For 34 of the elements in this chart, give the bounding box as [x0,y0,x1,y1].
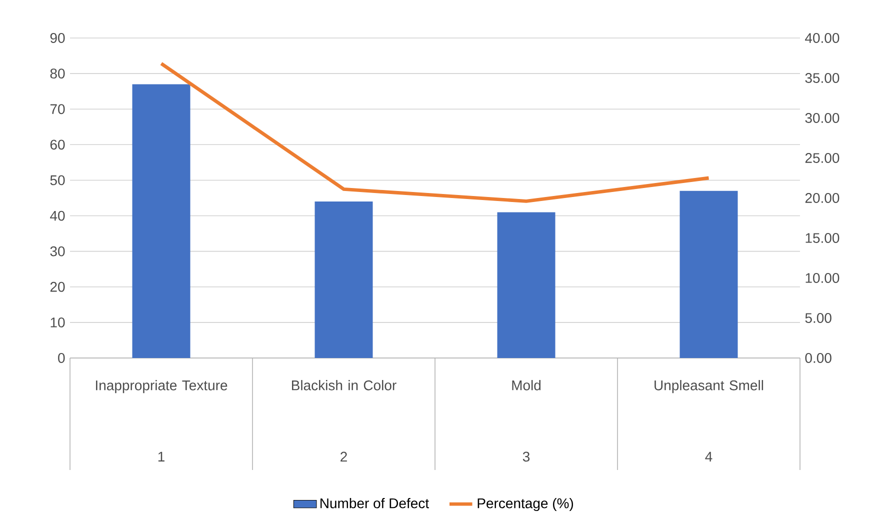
y2-tick-label: 30.00 [805,113,840,123]
x-tick-label: Mold [512,380,541,390]
text: 4 [705,452,712,462]
x-tick-label: Blackish in Color [292,380,396,390]
line-series [160,62,710,203]
x-tick-label: Unpleasant Smell [654,380,764,394]
x-tick-label: Inappropriate Texture [96,380,228,394]
y-tick-label: 30 [50,246,65,256]
y-tick-label: 60 [50,140,65,150]
legend-label: Percentage (%) [478,498,574,512]
y-tick-label: 50 [50,175,65,186]
y2-tick-label: 10.00 [806,273,840,283]
text: 2 [340,452,347,462]
text: 3 [522,452,530,462]
y-tick-label: 0 [58,353,65,363]
y-tick-label: 40 [50,210,65,221]
legend-label: Number of Defect [320,498,429,508]
y2-tick-label: 40.00 [805,33,840,43]
y2-tick-label: 5.00 [805,313,832,323]
bar [132,84,190,358]
y2-tick-label: 35.00 [805,73,840,83]
y-tick-label: 80 [50,68,65,79]
bar [680,190,738,358]
y-tick-label: 70 [50,104,65,114]
y2-tick-label: 0.00 [805,353,832,363]
text: 1 [158,452,164,462]
y-tick-label: 20 [50,282,65,292]
y2-tick-label: 25.00 [805,153,840,163]
bar [314,202,373,358]
y-tick-label: 10 [50,317,65,328]
y2-tick-label: 20.00 [805,193,840,203]
y2-tick-label: 15.00 [806,233,840,243]
bar [497,212,556,358]
y-tick-label: 90 [50,33,65,43]
